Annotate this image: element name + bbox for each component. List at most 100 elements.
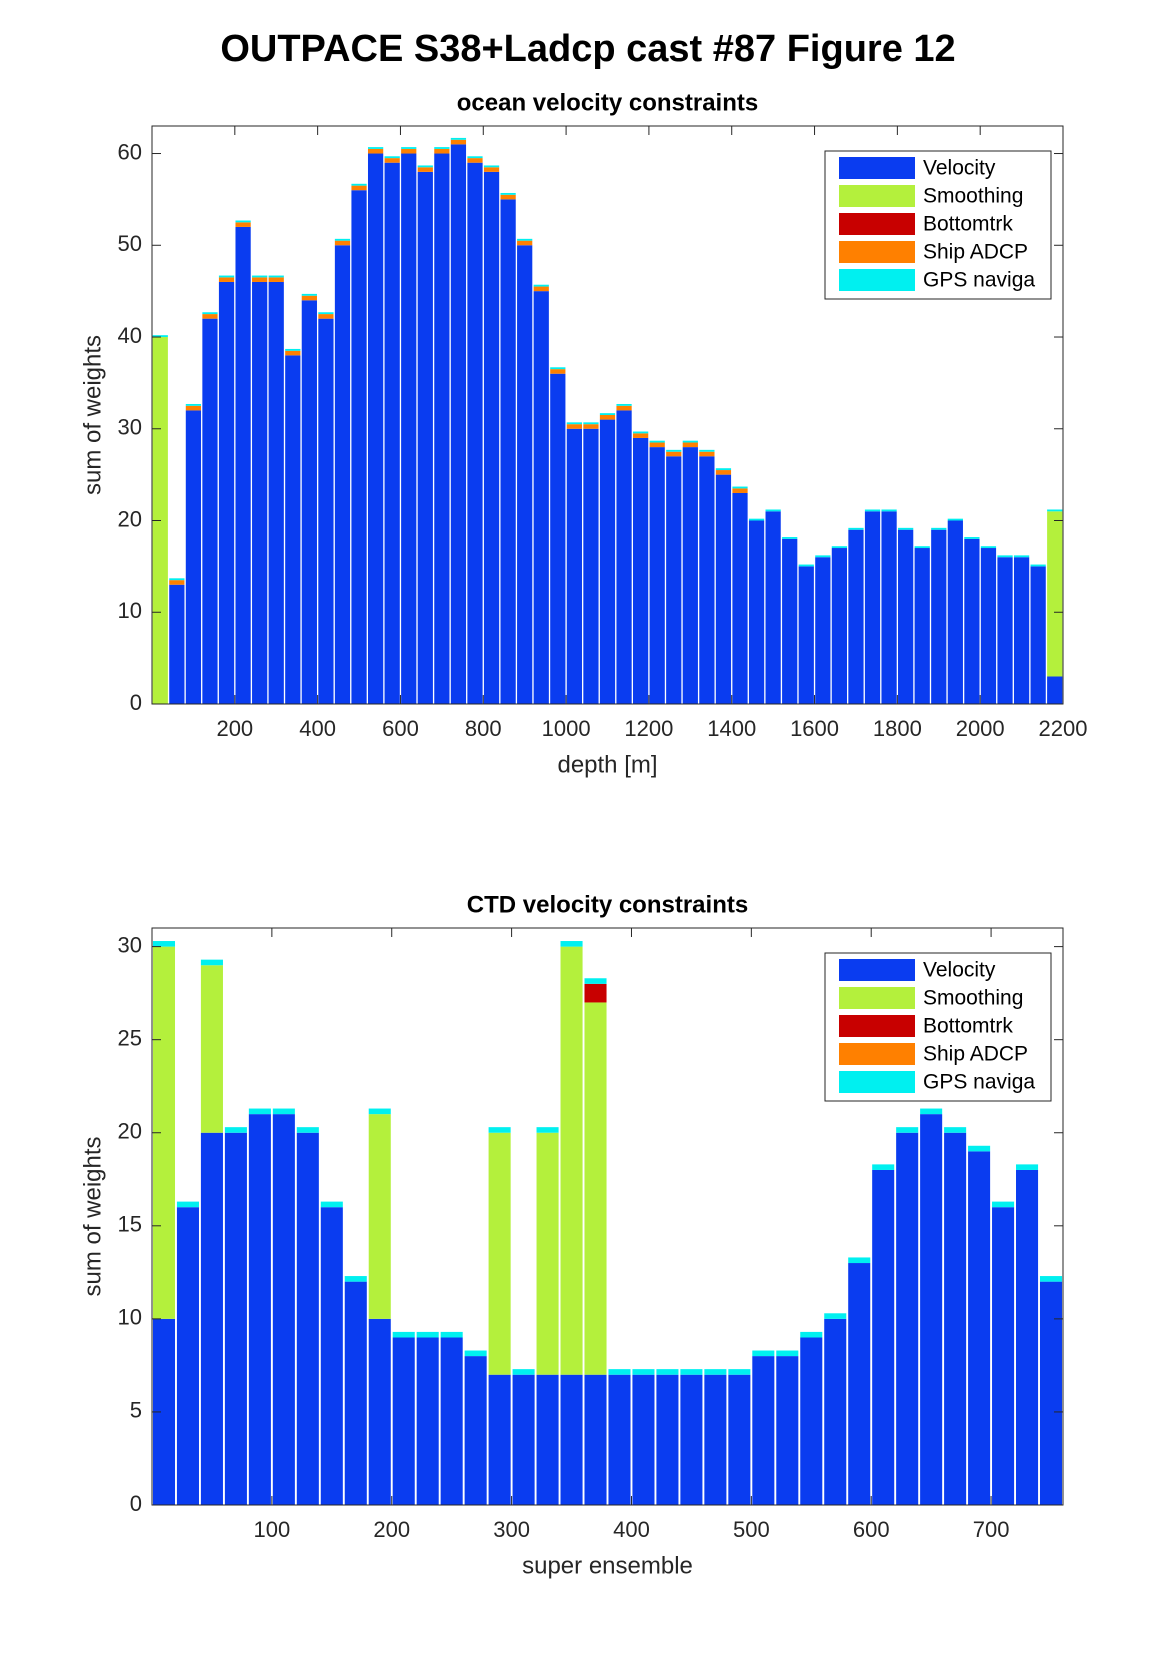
bar-segment	[285, 348, 301, 351]
bar-segment	[680, 1374, 703, 1505]
bar-segment	[944, 1127, 967, 1133]
bar-segment	[176, 1207, 199, 1505]
bar-segment	[831, 548, 848, 704]
bar-segment	[218, 281, 235, 704]
bar-segment	[560, 946, 583, 1375]
bar-segment	[682, 442, 698, 448]
bar-segment	[224, 1127, 247, 1133]
bar-segment	[584, 1374, 607, 1505]
bar-segment	[417, 171, 433, 704]
bar-segment	[699, 449, 715, 452]
x-tick-label: 1200	[624, 716, 673, 741]
bar-segment	[200, 959, 223, 966]
bar-segment	[872, 1164, 895, 1170]
bar-segment	[1047, 509, 1063, 512]
bar-segment	[1030, 564, 1046, 567]
bar-segment	[599, 415, 616, 420]
bar-segment	[1039, 1276, 1063, 1282]
bar-segment	[440, 1331, 463, 1338]
legend-label: Ship ADCP	[923, 241, 1028, 264]
bar-segment	[152, 941, 176, 947]
x-tick-label: 200	[216, 716, 253, 741]
x-tick-label: 500	[733, 1517, 770, 1542]
bar-segment	[224, 1132, 247, 1505]
bar-segment	[434, 153, 450, 704]
bar-segment	[815, 557, 831, 704]
bar-segment	[440, 1337, 463, 1505]
bar-segment	[649, 447, 665, 704]
bar-segment	[782, 538, 798, 704]
bar-segment	[268, 275, 284, 278]
bar-segment	[914, 546, 930, 549]
bar-segment	[633, 437, 649, 704]
bar-segment	[583, 428, 599, 704]
legend-label: Velocity	[923, 959, 996, 982]
bar-segment	[500, 194, 516, 200]
bar-segment	[367, 147, 384, 149]
bar-segment	[169, 580, 185, 585]
bar-segment	[202, 318, 218, 704]
bar-segment	[1013, 555, 1030, 558]
bar-segment	[616, 410, 632, 704]
bar-segment	[533, 286, 549, 292]
bar-segment	[152, 1318, 176, 1505]
bar-segment	[450, 137, 467, 140]
bar-segment	[682, 447, 698, 704]
bar-segment	[649, 442, 665, 448]
legend-label: GPS naviga	[923, 1071, 1035, 1094]
bar-segment	[666, 451, 682, 457]
bar-segment	[798, 564, 814, 567]
bar-segment	[500, 192, 516, 195]
bar-segment	[517, 238, 533, 241]
y-tick-label: 0	[130, 1491, 142, 1516]
x-tick-label: 1000	[542, 716, 591, 741]
bar-segment	[248, 1108, 271, 1115]
bar-segment	[368, 1318, 391, 1505]
bar-segment	[584, 1002, 607, 1375]
chart-title: CTD velocity constraints	[467, 891, 748, 918]
legend-label: Bottomtrk	[923, 213, 1013, 236]
bar-segment	[416, 1331, 439, 1338]
bar-segment	[732, 492, 748, 704]
bar-segment	[450, 139, 467, 145]
bar-segment	[318, 314, 334, 319]
y-tick-label: 0	[130, 690, 142, 715]
bar-segment	[268, 281, 284, 704]
legend-swatch	[839, 157, 915, 179]
y-tick-label: 15	[118, 1212, 142, 1237]
bar-segment	[169, 584, 185, 704]
bar-segment	[599, 413, 616, 415]
y-tick-label: 50	[118, 231, 142, 256]
bar-segment	[344, 1276, 367, 1282]
bar-segment	[200, 965, 223, 1133]
y-tick-label: 20	[118, 1119, 142, 1144]
y-tick-label: 30	[118, 932, 142, 957]
bar-segment	[252, 275, 268, 278]
bar-segment	[392, 1331, 415, 1338]
bar-segment	[392, 1337, 415, 1505]
bar-segment	[416, 1337, 439, 1505]
bar-segment	[450, 144, 467, 704]
bar-segment	[202, 312, 218, 315]
bar-segment	[1016, 1169, 1039, 1505]
bar-segment	[248, 1114, 271, 1505]
bar-segment	[500, 199, 516, 704]
bar-segment	[992, 1207, 1015, 1505]
x-axis-label: super ensemble	[522, 1552, 693, 1579]
bar-segment	[914, 548, 930, 704]
bar-segment	[656, 1374, 679, 1505]
x-tick-label: 700	[973, 1517, 1010, 1542]
x-tick-label: 1600	[790, 716, 839, 741]
bar-segment	[632, 1369, 655, 1375]
legend-label: Velocity	[923, 157, 996, 180]
bar-segment	[728, 1369, 751, 1375]
bar-segment	[699, 451, 715, 457]
bar-segment	[699, 456, 715, 704]
bar-segment	[483, 171, 500, 704]
x-tick-label: 1400	[707, 716, 756, 741]
bar-segment	[367, 148, 384, 154]
bar-segment	[898, 529, 914, 704]
bar-segment	[320, 1201, 343, 1208]
bar-segment	[599, 419, 616, 704]
bar-segment	[176, 1201, 199, 1208]
